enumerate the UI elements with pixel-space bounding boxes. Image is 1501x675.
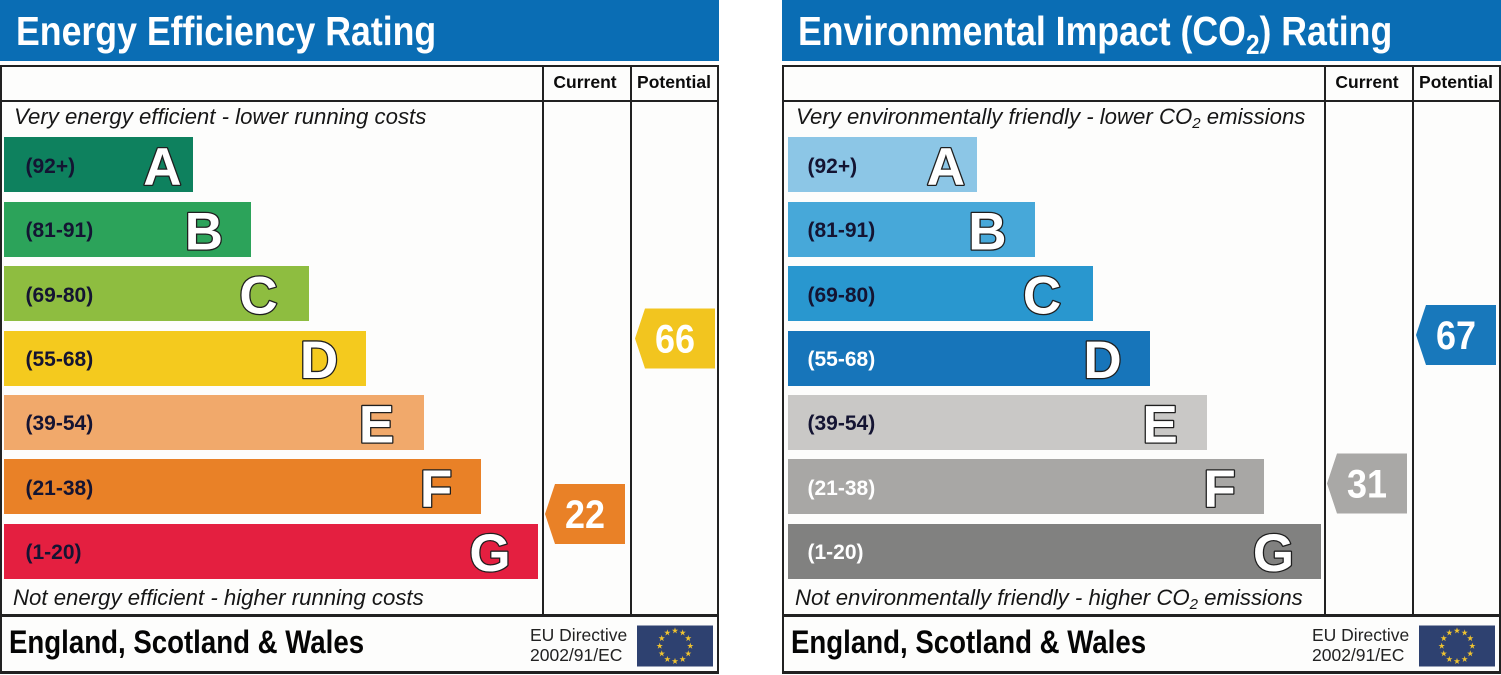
svg-text:D: D xyxy=(300,331,338,390)
svg-text:B: B xyxy=(185,202,223,261)
svg-text:E: E xyxy=(1142,395,1177,454)
svg-text:G: G xyxy=(1253,524,1294,583)
svg-text:67: 67 xyxy=(1436,314,1476,358)
svg-text:B: B xyxy=(968,202,1006,261)
svg-text:F: F xyxy=(1203,460,1235,519)
svg-text:G: G xyxy=(469,524,510,583)
svg-text:22: 22 xyxy=(565,493,605,537)
svg-text:F: F xyxy=(420,460,452,519)
svg-text:A: A xyxy=(143,138,181,197)
svg-text:C: C xyxy=(1023,267,1061,326)
svg-text:A: A xyxy=(927,138,965,197)
svg-text:31: 31 xyxy=(1347,463,1387,507)
svg-text:D: D xyxy=(1083,331,1121,390)
svg-text:66: 66 xyxy=(655,318,695,362)
svg-text:E: E xyxy=(359,395,394,454)
svg-text:C: C xyxy=(239,267,277,326)
